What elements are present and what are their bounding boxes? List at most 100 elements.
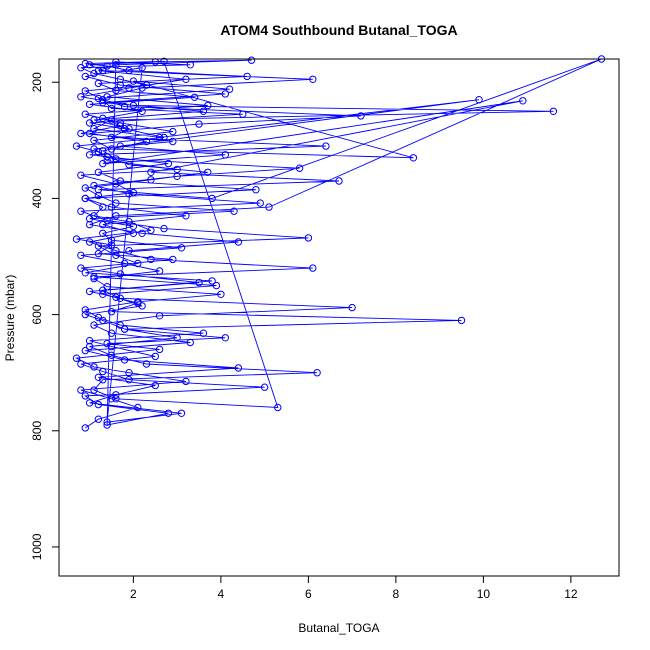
series-line	[74, 59, 602, 429]
data-point	[77, 64, 85, 72]
data-point	[160, 57, 168, 65]
data-point	[335, 177, 343, 185]
data-point	[90, 145, 98, 153]
data-point	[169, 137, 177, 146]
y-tick-label: 200	[30, 72, 44, 92]
x-tick-label: 8	[393, 587, 400, 601]
data-point	[90, 363, 98, 371]
data-point	[90, 136, 98, 145]
data-point	[304, 234, 313, 242]
data-point	[99, 203, 107, 211]
data-point	[77, 207, 85, 215]
data-point	[77, 251, 85, 260]
data-point	[94, 66, 103, 75]
data-point	[107, 329, 116, 337]
data-point	[120, 356, 129, 364]
data-point	[125, 66, 133, 75]
data-point	[173, 334, 181, 342]
data-point	[125, 247, 133, 255]
data-point	[116, 122, 125, 130]
data-point	[182, 377, 190, 386]
data-point	[99, 229, 107, 238]
data-point	[138, 107, 146, 116]
data-point	[125, 125, 133, 133]
data-point	[195, 120, 203, 128]
data-point	[112, 391, 120, 399]
data-point	[169, 255, 177, 264]
data-point	[90, 116, 98, 124]
data-point	[107, 308, 116, 316]
data-point	[160, 224, 168, 233]
data-point	[90, 181, 98, 190]
data-point	[94, 249, 103, 258]
data-point	[225, 85, 234, 93]
data-point	[234, 364, 243, 372]
data-point	[169, 127, 177, 136]
data-point	[99, 159, 107, 168]
data-point	[107, 236, 116, 244]
data-point	[103, 93, 111, 101]
data-point	[147, 168, 155, 177]
data-point	[164, 159, 173, 168]
data-point	[85, 151, 94, 159]
data-point	[125, 84, 133, 92]
data-point	[155, 133, 164, 142]
data-point	[309, 264, 317, 272]
data-point	[160, 133, 168, 142]
x-tick-label: 2	[130, 587, 137, 601]
data-point	[90, 321, 98, 329]
data-point	[94, 415, 103, 423]
data-point	[103, 62, 111, 70]
data-point	[103, 216, 111, 225]
data-point	[234, 238, 243, 246]
data-point	[125, 218, 133, 226]
data-point	[199, 329, 208, 337]
data-point	[81, 110, 90, 118]
data-point	[116, 177, 125, 185]
data-point	[125, 369, 133, 377]
data-point	[125, 161, 133, 169]
data-point	[116, 81, 125, 89]
data-point	[85, 220, 94, 229]
data-point	[99, 147, 107, 155]
data-point	[99, 98, 107, 107]
data-point	[107, 351, 116, 359]
data-point	[90, 386, 98, 394]
data-point	[348, 303, 356, 312]
data-point	[120, 325, 129, 333]
y-tick-label: 400	[30, 188, 44, 208]
data-point	[112, 155, 120, 163]
data-point	[85, 61, 94, 69]
data-point	[217, 290, 225, 298]
x-axis: 2 4 6 8 10 12	[130, 575, 578, 601]
data-point	[212, 281, 221, 290]
data-point	[409, 154, 418, 162]
data-point	[90, 273, 98, 281]
data-point	[77, 264, 85, 272]
data-point	[81, 72, 90, 81]
data-point	[94, 186, 103, 194]
data-point	[112, 251, 120, 260]
data-point	[195, 278, 203, 287]
data-point	[230, 207, 238, 215]
data-point	[116, 119, 125, 127]
data-point	[81, 392, 90, 400]
data-point	[134, 403, 142, 412]
data-point	[103, 421, 111, 429]
data-point	[252, 186, 260, 194]
data-point	[107, 203, 116, 211]
data-point	[116, 294, 125, 302]
data-point	[81, 346, 90, 355]
data-point	[99, 367, 107, 376]
data-point	[155, 267, 164, 275]
data-point	[182, 75, 190, 84]
data-point	[107, 104, 116, 113]
data-point	[221, 334, 230, 342]
data-point	[99, 220, 107, 229]
data-point	[138, 64, 146, 72]
data-point	[182, 212, 190, 220]
data-point	[475, 96, 483, 104]
data-point	[164, 409, 173, 417]
data-point	[260, 383, 269, 391]
data-point	[85, 238, 94, 246]
